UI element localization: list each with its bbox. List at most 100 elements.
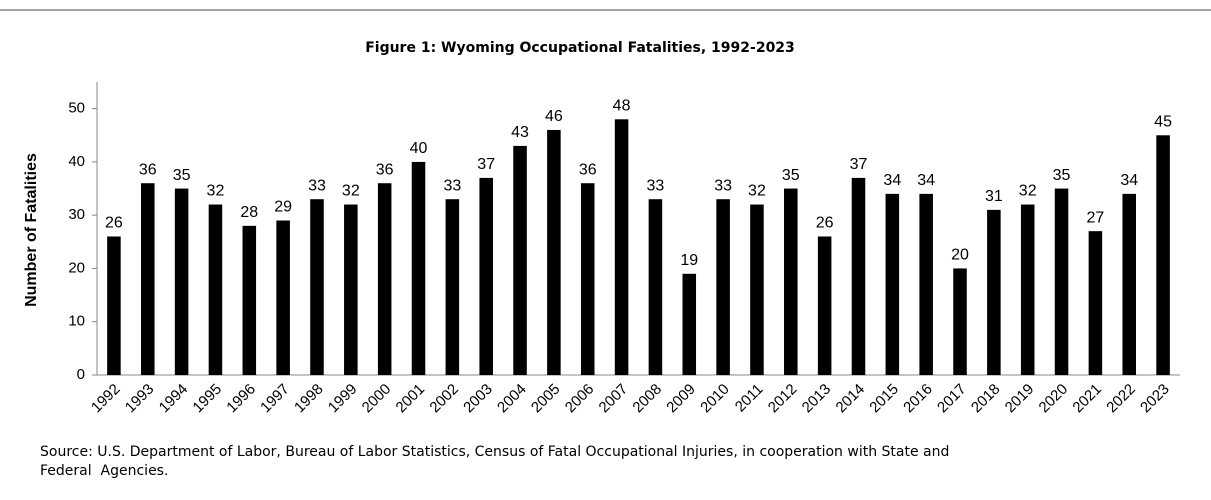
x-tick-label: 1998 bbox=[291, 381, 327, 417]
value-label: 35 bbox=[173, 167, 191, 184]
x-tick-label: 2015 bbox=[866, 381, 902, 417]
bar bbox=[276, 220, 290, 375]
x-tick-label: 2002 bbox=[426, 381, 462, 417]
value-label: 36 bbox=[139, 161, 157, 178]
value-label: 33 bbox=[443, 177, 461, 194]
bar bbox=[174, 188, 189, 375]
source-line: Federal Agencies. bbox=[40, 463, 168, 479]
bar bbox=[479, 177, 493, 375]
x-tick-label: 2011 bbox=[732, 381, 767, 416]
value-label: 27 bbox=[1086, 209, 1104, 226]
x-tick-label: 2021 bbox=[1069, 381, 1105, 417]
value-label: 20 bbox=[951, 247, 969, 264]
bar bbox=[614, 119, 629, 375]
bar bbox=[411, 161, 426, 375]
x-tick-label: 2019 bbox=[1002, 381, 1038, 417]
bar bbox=[919, 193, 933, 375]
x-tick-label: 2018 bbox=[968, 381, 1004, 417]
x-tick-label: 2006 bbox=[562, 381, 598, 417]
x-tick-label: 2004 bbox=[494, 381, 530, 417]
x-tick-label: 2005 bbox=[528, 381, 564, 417]
value-label: 32 bbox=[342, 183, 360, 200]
bar bbox=[140, 183, 155, 375]
x-tick-label: 2022 bbox=[1103, 381, 1139, 417]
value-label: 43 bbox=[511, 124, 529, 141]
value-label: 37 bbox=[477, 156, 495, 173]
bar bbox=[1020, 204, 1035, 375]
y-tick-label: 50 bbox=[68, 100, 85, 117]
bar bbox=[377, 183, 392, 375]
bar bbox=[1088, 231, 1103, 375]
bar bbox=[750, 204, 764, 375]
bar bbox=[107, 236, 121, 375]
bar bbox=[987, 209, 1001, 375]
x-tick-label: 1997 bbox=[257, 381, 293, 417]
x-tick-label: 2013 bbox=[799, 381, 835, 417]
value-label: 45 bbox=[1154, 113, 1172, 130]
bar bbox=[716, 199, 730, 375]
bar bbox=[310, 199, 324, 375]
x-tick-label: 2014 bbox=[832, 381, 868, 417]
y-tick-label: 20 bbox=[68, 259, 85, 276]
y-tick-label: 40 bbox=[68, 153, 85, 170]
value-label: 36 bbox=[376, 161, 394, 178]
x-tick-label: 2016 bbox=[900, 381, 936, 417]
x-tick-label: 1996 bbox=[223, 381, 259, 417]
bar bbox=[817, 236, 832, 375]
y-axis-label: Number of Fatalities bbox=[23, 153, 40, 307]
x-tick-label: 2020 bbox=[1036, 381, 1072, 417]
x-tick-label: 1994 bbox=[156, 381, 192, 417]
bar bbox=[344, 204, 358, 375]
x-tick-label: 2010 bbox=[697, 381, 733, 417]
value-label: 32 bbox=[207, 183, 225, 200]
bar bbox=[242, 225, 257, 375]
y-tick-label: 10 bbox=[68, 313, 85, 330]
bar bbox=[580, 183, 595, 375]
value-label: 34 bbox=[883, 172, 901, 189]
x-tick-label: 1999 bbox=[325, 381, 361, 417]
x-tick-label: 2007 bbox=[596, 381, 632, 417]
bar bbox=[1054, 188, 1069, 375]
value-label: 29 bbox=[274, 199, 292, 216]
value-label: 19 bbox=[680, 252, 698, 269]
bar bbox=[682, 273, 697, 375]
value-label: 32 bbox=[748, 183, 766, 200]
value-label: 33 bbox=[714, 177, 732, 194]
bar bbox=[208, 204, 223, 375]
x-tick-label: 1995 bbox=[189, 381, 225, 417]
value-label: 33 bbox=[647, 177, 665, 194]
value-label: 33 bbox=[308, 177, 326, 194]
bar bbox=[953, 268, 967, 375]
value-label: 28 bbox=[240, 204, 258, 221]
value-label: 40 bbox=[410, 140, 428, 157]
value-label: 46 bbox=[545, 108, 563, 125]
x-tick-label: 1993 bbox=[122, 381, 158, 417]
bar bbox=[513, 145, 527, 375]
bar bbox=[1156, 135, 1170, 375]
value-label: 35 bbox=[1053, 167, 1071, 184]
value-label: 26 bbox=[816, 215, 834, 232]
value-label: 37 bbox=[850, 156, 868, 173]
x-tick-label: 2012 bbox=[765, 381, 801, 417]
value-label: 32 bbox=[1019, 183, 1037, 200]
bar bbox=[851, 177, 866, 375]
x-tick-label: 2000 bbox=[359, 381, 395, 417]
value-label: 34 bbox=[1120, 172, 1138, 189]
value-label: 48 bbox=[613, 98, 631, 115]
value-label: 34 bbox=[917, 172, 935, 189]
y-tick-label: 30 bbox=[68, 206, 85, 223]
value-label: 36 bbox=[579, 161, 597, 178]
chart-title: Figure 1: Wyoming Occupational Fatalitie… bbox=[365, 40, 795, 56]
x-tick-label: 2017 bbox=[934, 381, 970, 417]
x-tick-label: 2023 bbox=[1137, 381, 1173, 417]
bar bbox=[547, 129, 561, 375]
bar bbox=[648, 199, 663, 375]
x-tick-label: 1992 bbox=[88, 381, 124, 417]
x-tick-label: 2009 bbox=[663, 381, 699, 417]
x-tick-label: 2003 bbox=[460, 381, 496, 417]
bar bbox=[885, 193, 900, 375]
bar bbox=[1122, 193, 1137, 375]
value-label: 31 bbox=[985, 188, 1003, 205]
x-tick-label: 2008 bbox=[629, 381, 665, 417]
